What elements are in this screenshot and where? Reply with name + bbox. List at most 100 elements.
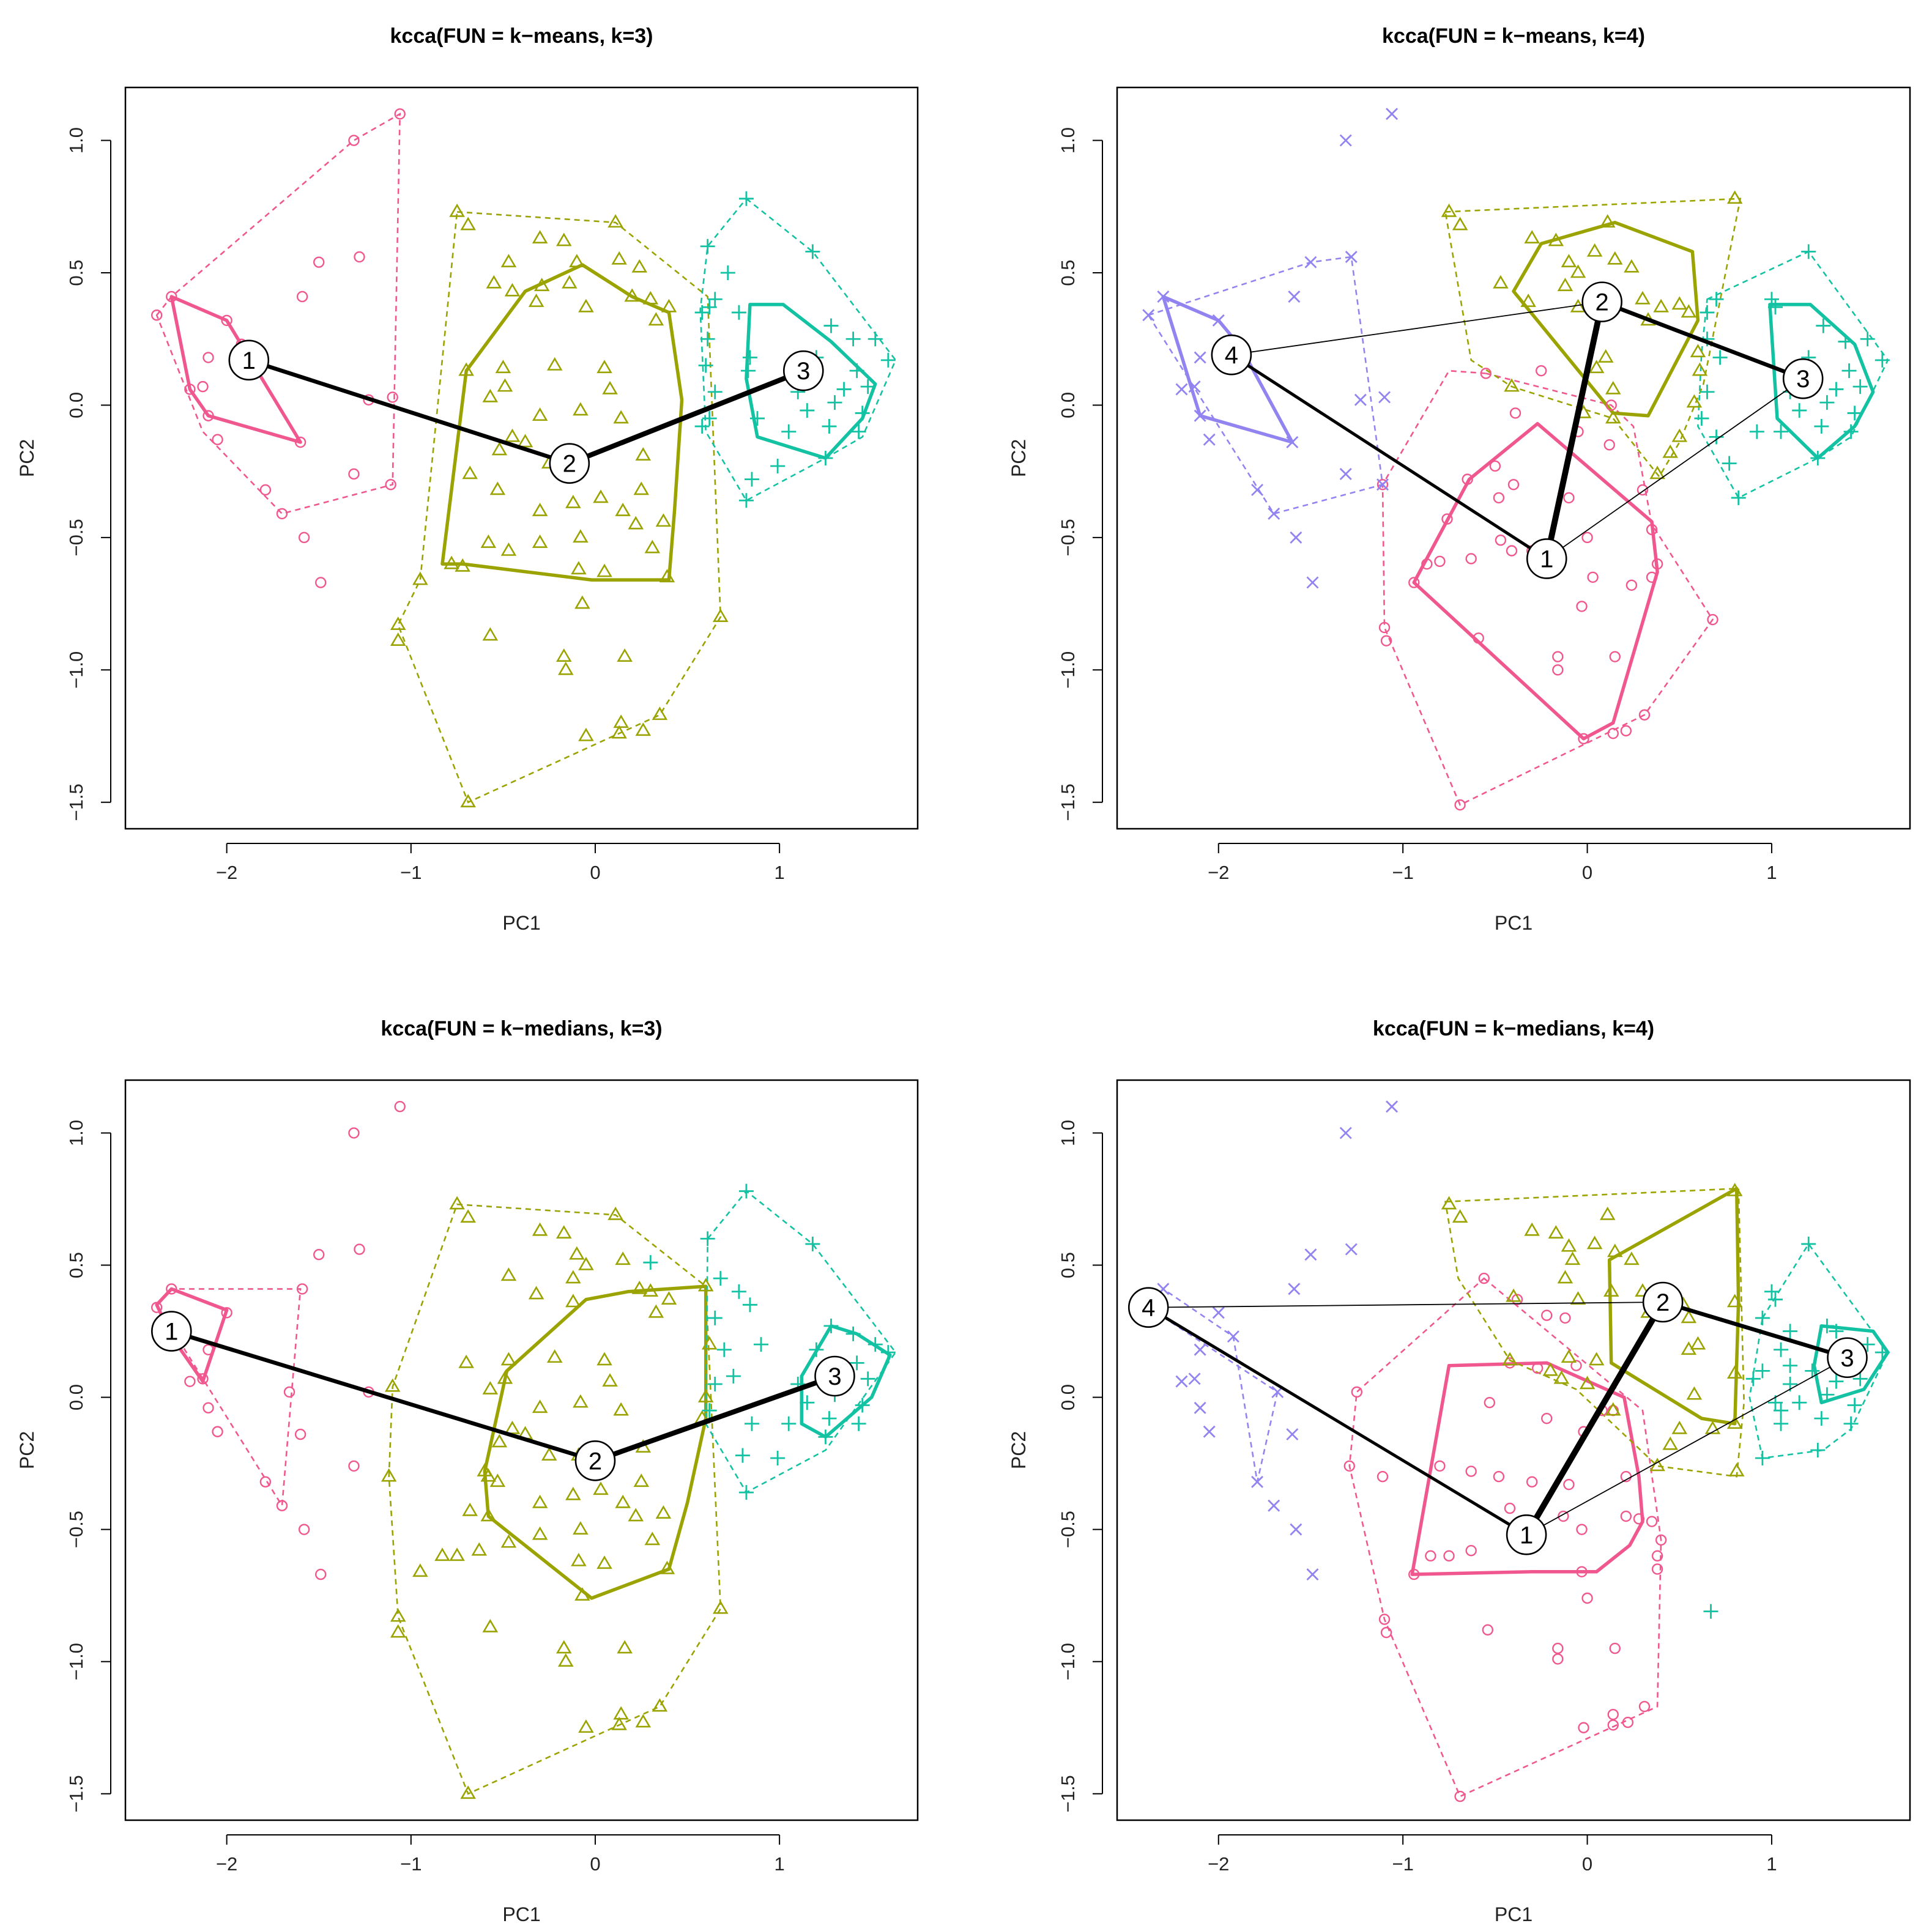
x-axis-label: PC1 xyxy=(502,912,540,934)
data-point xyxy=(615,1251,631,1265)
data-point xyxy=(556,1640,572,1654)
data-point xyxy=(1819,395,1835,410)
data-point xyxy=(738,191,754,206)
x-tick-label: −2 xyxy=(1208,862,1229,883)
data-point xyxy=(1712,350,1728,365)
points-cluster-1 xyxy=(150,1101,406,1580)
data-point xyxy=(1681,304,1697,318)
data-point xyxy=(259,1476,272,1488)
data-point xyxy=(1495,534,1507,546)
data-point xyxy=(1576,1566,1588,1577)
data-point xyxy=(1520,294,1536,307)
data-point xyxy=(1638,709,1651,721)
data-point xyxy=(1386,1100,1399,1113)
data-point xyxy=(593,489,609,503)
data-point xyxy=(276,1500,288,1511)
x-tick-label: 1 xyxy=(775,862,785,883)
data-point xyxy=(497,378,513,392)
y-tick-label: −0.5 xyxy=(1057,1511,1079,1548)
y-tick-label: 0.5 xyxy=(65,259,87,286)
data-point xyxy=(294,436,307,448)
chart-title: kcca(FUN = k−means, k=4) xyxy=(1382,24,1645,48)
data-point xyxy=(749,411,765,426)
data-point xyxy=(770,1450,786,1465)
neighbor-line xyxy=(1526,1357,1848,1536)
neighbor-line xyxy=(1523,1300,1666,1536)
y-tick-label: −1.5 xyxy=(65,783,87,821)
data-point xyxy=(1731,490,1746,505)
data-point xyxy=(1454,1790,1466,1802)
data-point xyxy=(1603,439,1615,451)
data-point xyxy=(1605,399,1617,411)
data-point xyxy=(573,402,589,416)
data-point xyxy=(1552,1653,1564,1665)
data-point xyxy=(462,465,478,480)
data-point xyxy=(482,1381,499,1394)
data-point xyxy=(184,383,196,395)
data-point xyxy=(573,529,589,543)
y-axis-label: PC2 xyxy=(1008,439,1030,477)
y-tick-label: −0.5 xyxy=(65,519,87,556)
data-point xyxy=(1541,1309,1553,1321)
center-marker xyxy=(1581,281,1622,322)
data-point xyxy=(1304,256,1317,269)
x-axis: −2 −1 0 1 PC1 xyxy=(1208,843,1777,934)
outer-hull-cluster-1 xyxy=(1381,369,1714,806)
data-point xyxy=(716,1342,732,1357)
data-point xyxy=(1843,1416,1859,1431)
data-point xyxy=(1377,479,1389,491)
data-point xyxy=(1506,1288,1521,1302)
data-point xyxy=(460,217,476,231)
center-label: 1 xyxy=(242,347,256,374)
data-point xyxy=(1286,1428,1299,1441)
data-point xyxy=(1251,1475,1264,1488)
data-point xyxy=(1576,1524,1588,1535)
data-point xyxy=(480,1468,497,1482)
data-point xyxy=(1841,363,1857,379)
data-point xyxy=(1671,296,1688,310)
data-point xyxy=(628,1508,644,1522)
outer-hull-cluster-3 xyxy=(699,197,897,502)
data-point xyxy=(1524,1222,1540,1236)
data-point xyxy=(738,1183,754,1199)
data-point xyxy=(1175,383,1188,396)
data-point xyxy=(1504,378,1520,392)
x-tick-label: 0 xyxy=(590,1853,600,1875)
data-point xyxy=(390,632,406,646)
data-point xyxy=(1607,251,1623,265)
center-label: 2 xyxy=(1596,289,1609,316)
data-point xyxy=(569,254,585,267)
data-point xyxy=(615,1494,631,1508)
data-point xyxy=(1304,1248,1317,1261)
data-point xyxy=(1653,298,1669,313)
data-point xyxy=(1561,254,1577,267)
center-marker xyxy=(1526,538,1567,579)
data-point xyxy=(611,251,627,265)
data-point xyxy=(1783,1324,1798,1339)
data-point xyxy=(1558,1510,1569,1522)
data-point xyxy=(1814,1411,1829,1426)
data-point xyxy=(836,382,852,397)
data-point xyxy=(1306,576,1319,589)
center-marker xyxy=(1827,1337,1868,1379)
outer-hull-cluster-3 xyxy=(1748,1242,1889,1459)
data-point xyxy=(1306,1568,1319,1581)
data-point xyxy=(611,725,627,739)
outer-hull-cluster-1 xyxy=(155,113,401,515)
data-point xyxy=(1536,365,1547,377)
data-point xyxy=(1194,409,1206,422)
data-point xyxy=(500,542,517,556)
y-tick-label: −1.0 xyxy=(65,1643,87,1680)
data-point xyxy=(700,331,715,347)
data-point xyxy=(1377,1471,1389,1483)
data-point xyxy=(1507,479,1520,491)
data-point xyxy=(1524,230,1540,244)
data-point xyxy=(1339,134,1352,147)
data-point xyxy=(1852,1371,1868,1387)
data-point xyxy=(500,1534,517,1548)
y-axis: −1.5 −1.0 −0.5 0.0 0.5 1.0 PC2 xyxy=(16,127,111,821)
data-point xyxy=(449,1196,465,1210)
data-point xyxy=(1637,484,1649,496)
data-point xyxy=(1502,1352,1518,1366)
